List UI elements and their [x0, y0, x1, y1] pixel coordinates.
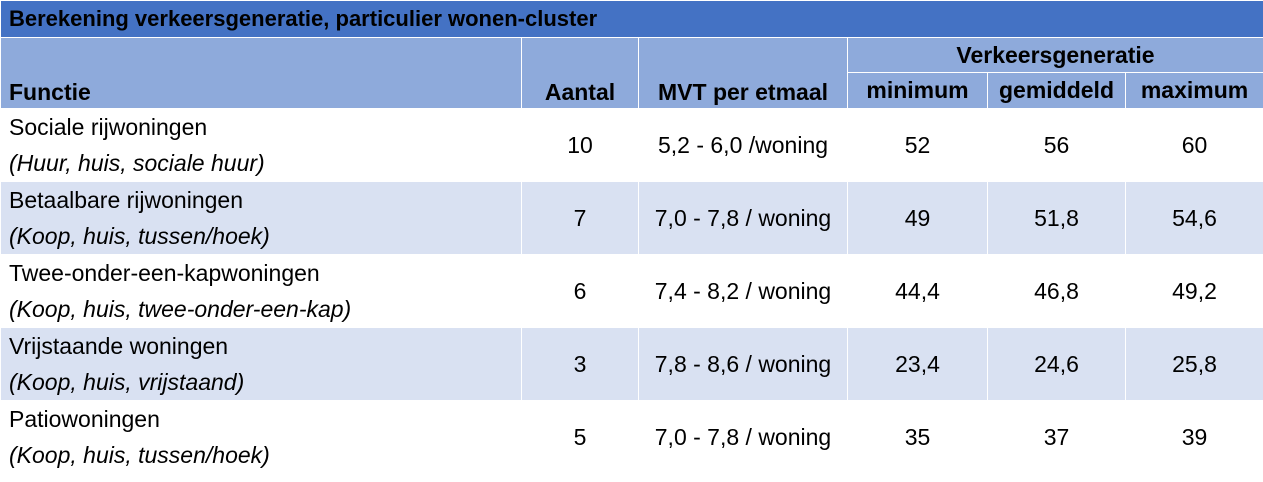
- maximum-cell: 54,6: [1124, 181, 1263, 255]
- gemiddeld-cell: 46,8: [987, 254, 1126, 328]
- functie-cell: Sociale rijwoningen (Huur, huis, sociale…: [0, 108, 522, 182]
- maximum-cell: 49,2: [1124, 254, 1263, 328]
- table-row: Twee-onder-een-kapwoningen (Koop, huis, …: [0, 254, 1263, 328]
- functie-subtitle: (Koop, huis, tussen/hoek): [9, 223, 270, 249]
- maximum-cell: 60: [1124, 108, 1263, 182]
- minimum-cell: 44,4: [847, 254, 988, 328]
- header-maximum: maximum: [1124, 72, 1263, 109]
- mvt-cell: 5,2 - 6,0 /woning: [638, 108, 848, 182]
- minimum-cell: 23,4: [847, 327, 988, 401]
- table-row: Betaalbare rijwoningen (Koop, huis, tuss…: [0, 181, 1263, 255]
- header-gemiddeld: gemiddeld: [987, 72, 1126, 109]
- functie-subtitle: (Koop, huis, vrijstaand): [9, 369, 245, 395]
- mvt-cell: 7,4 - 8,2 / woning: [638, 254, 848, 328]
- functie-name: Vrijstaande woningen: [9, 333, 229, 359]
- maximum-cell: 39: [1124, 400, 1263, 474]
- table-row: Vrijstaande woningen (Koop, huis, vrijst…: [0, 327, 1263, 401]
- aantal-cell: 7: [521, 181, 639, 255]
- header-minimum: minimum: [847, 72, 988, 109]
- mvt-cell: 7,0 - 7,8 / woning: [638, 400, 848, 474]
- mvt-cell: 7,0 - 7,8 / woning: [638, 181, 848, 255]
- gemiddeld-cell: 37: [987, 400, 1126, 474]
- functie-name: Patiowoningen: [9, 406, 160, 432]
- gemiddeld-cell: 24,6: [987, 327, 1126, 401]
- aantal-cell: 6: [521, 254, 639, 328]
- functie-name: Betaalbare rijwoningen: [9, 187, 243, 213]
- mvt-cell: 7,8 - 8,6 / woning: [638, 327, 848, 401]
- functie-cell: Betaalbare rijwoningen (Koop, huis, tuss…: [0, 181, 522, 255]
- header-mvt: MVT per etmaal: [638, 37, 848, 109]
- minimum-cell: 52: [847, 108, 988, 182]
- table-row: Sociale rijwoningen (Huur, huis, sociale…: [0, 108, 1263, 182]
- functie-subtitle: (Koop, huis, twee-onder-een-kap): [9, 296, 352, 322]
- aantal-cell: 3: [521, 327, 639, 401]
- functie-subtitle: (Koop, huis, tussen/hoek): [9, 442, 270, 468]
- table-title: Berekening verkeersgeneratie, particulie…: [0, 0, 1263, 38]
- functie-name: Sociale rijwoningen: [9, 114, 208, 140]
- aantal-cell: 10: [521, 108, 639, 182]
- functie-cell: Patiowoningen (Koop, huis, tussen/hoek): [0, 400, 522, 474]
- functie-cell: Twee-onder-een-kapwoningen (Koop, huis, …: [0, 254, 522, 328]
- functie-name: Twee-onder-een-kapwoningen: [9, 260, 320, 286]
- minimum-cell: 49: [847, 181, 988, 255]
- header-verkeersgeneratie: Verkeersgeneratie: [846, 37, 1263, 73]
- functie-cell: Vrijstaande woningen (Koop, huis, vrijst…: [0, 327, 522, 401]
- aantal-cell: 5: [521, 400, 639, 474]
- maximum-cell: 25,8: [1124, 327, 1263, 401]
- functie-subtitle: (Huur, huis, sociale huur): [9, 150, 265, 176]
- gemiddeld-cell: 56: [987, 108, 1126, 182]
- table-row: Patiowoningen (Koop, huis, tussen/hoek) …: [0, 400, 1263, 474]
- header-functie: Functie: [0, 37, 522, 109]
- minimum-cell: 35: [847, 400, 988, 474]
- gemiddeld-cell: 51,8: [987, 181, 1126, 255]
- header-aantal: Aantal: [521, 37, 639, 109]
